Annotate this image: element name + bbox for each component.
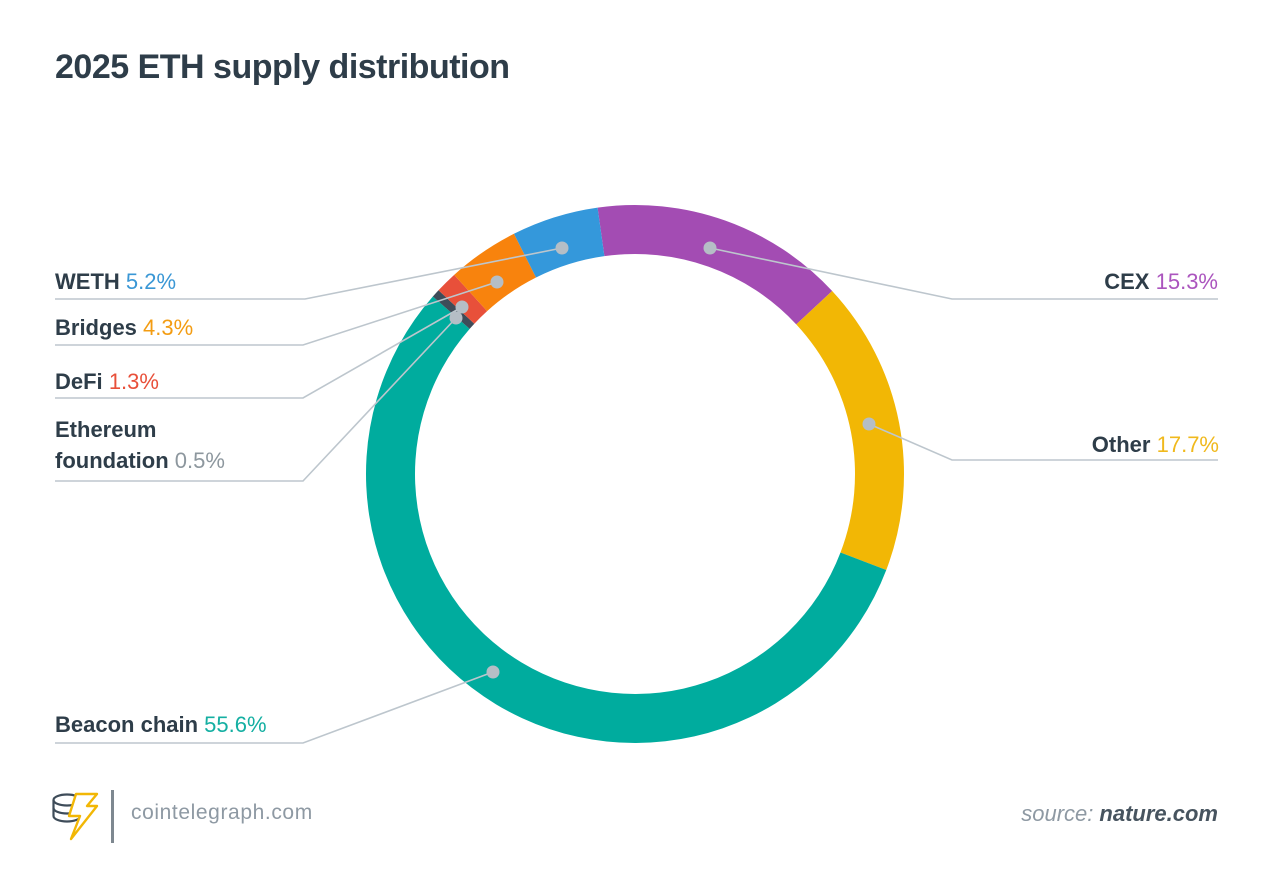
segment-value-weth: 5.2% — [125, 269, 177, 294]
footer-divider — [111, 790, 114, 843]
segment-label-other: Other — [1091, 432, 1151, 457]
leader-lines — [55, 241, 1218, 744]
leader-line-other — [868, 423, 1218, 461]
leader-line-bridges — [55, 281, 498, 346]
segment-value-ethereum-foundation: 0.5% — [174, 448, 225, 473]
donut-segment-beacon-chain — [365, 296, 887, 744]
callout-ethereum-foundation: Ethereum foundation 0.5% — [55, 414, 250, 476]
cointelegraph-logo-icon — [52, 792, 99, 841]
leader-line-weth — [55, 247, 563, 300]
donut-segment-other — [796, 291, 904, 571]
segment-value-beacon-chain: 55.6% — [204, 712, 267, 737]
callout-other: Other 17.7% — [1092, 429, 1219, 460]
page-title: 2025 ETH supply distribution — [55, 48, 510, 86]
segment-label-weth: WETH — [55, 269, 120, 294]
callout-defi: DeFi 1.3% — [55, 366, 159, 397]
source-credit: source: nature.com — [1021, 801, 1218, 827]
segment-label-defi: DeFi — [55, 369, 103, 394]
donut-segment-bridges — [454, 233, 537, 312]
segment-value-cex: 15.3% — [1155, 269, 1218, 294]
leader-dot-other — [862, 417, 876, 431]
callout-weth: WETH 5.2% — [55, 266, 176, 297]
donut-segment-defi — [438, 274, 488, 324]
callout-cex: CEX 15.3% — [1104, 266, 1218, 297]
segment-value-defi: 1.3% — [108, 369, 159, 394]
leader-line-beacon-chain — [55, 671, 494, 744]
source-prefix: source: — [1021, 801, 1094, 826]
leader-dot-beacon-chain — [486, 665, 500, 679]
donut-segments — [365, 205, 904, 744]
leader-line-defi — [55, 306, 463, 399]
callout-bridges: Bridges 4.3% — [55, 312, 193, 343]
leader-line-cex — [709, 247, 1218, 300]
leader-dot-bridges — [490, 275, 504, 289]
brand-url: cointelegraph.com — [131, 801, 313, 824]
leader-line-ethereum-foundation — [55, 317, 457, 482]
leader-dot-ethereum-foundation — [449, 311, 463, 325]
segment-value-other: 17.7% — [1156, 432, 1219, 457]
callout-beacon-chain: Beacon chain 55.6% — [55, 709, 267, 740]
segment-label-ethereum-foundation: Ethereum foundation — [55, 417, 169, 473]
segment-label-bridges: Bridges — [55, 315, 137, 340]
leader-dot-defi — [455, 300, 469, 314]
leader-dot-cex — [703, 241, 717, 255]
segment-label-beacon-chain: Beacon chain — [55, 712, 199, 737]
source-name: nature.com — [1099, 801, 1218, 826]
segment-value-bridges: 4.3% — [143, 315, 194, 340]
donut-segment-cex — [597, 205, 833, 325]
leader-dot-weth — [555, 241, 569, 255]
segment-label-cex: CEX — [1104, 269, 1150, 294]
